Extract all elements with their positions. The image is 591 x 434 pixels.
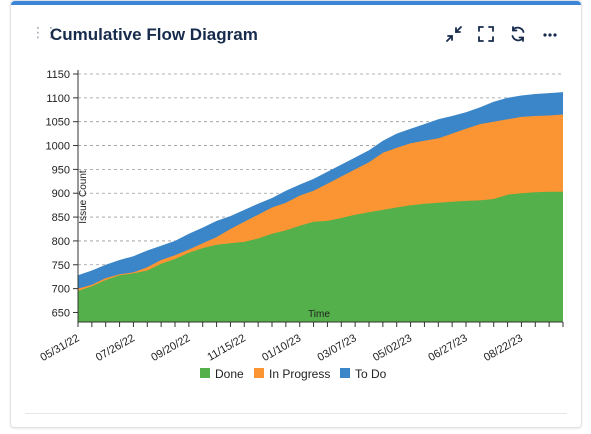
x-tick-label: 03/07/23: [316, 332, 359, 364]
legend-swatch: [200, 368, 210, 378]
minimize-icon[interactable]: [445, 25, 463, 43]
widget-accent-bar: [11, 1, 581, 5]
fullscreen-icon[interactable]: [477, 25, 495, 43]
y-tick-label: 1150: [46, 69, 70, 81]
y-tick-label: 650: [52, 307, 70, 319]
x-tick-label: 01/10/23: [260, 332, 303, 364]
widget-actions: [445, 25, 559, 43]
y-tick-label: 1000: [46, 141, 70, 153]
more-icon[interactable]: [541, 25, 559, 43]
x-axis-title: Time: [308, 309, 330, 320]
y-tick-label: 800: [52, 236, 70, 248]
x-tick-label: 08/22/23: [482, 332, 525, 364]
y-tick-label: 700: [52, 284, 70, 296]
legend-label: Done: [215, 367, 244, 381]
x-tick-label: 06/27/23: [426, 332, 469, 364]
y-tick-label: 1100: [46, 93, 70, 105]
drag-handle-icon[interactable]: ⋮⋮: [31, 25, 58, 41]
refresh-icon[interactable]: [509, 25, 527, 43]
area-done: [78, 191, 563, 322]
x-tick-label: 11/15/22: [205, 332, 247, 363]
legend-label: In Progress: [269, 367, 330, 381]
y-axis-title: Issue Count: [78, 170, 89, 224]
legend-swatch: [340, 368, 350, 378]
x-tick-label: 05/31/22: [38, 332, 81, 364]
x-tick-label: 09/20/22: [149, 332, 192, 364]
y-tick-label: 950: [52, 164, 70, 176]
x-tick-label: 07/26/22: [94, 332, 137, 364]
widget-footer-divider: [25, 413, 567, 414]
legend-swatch: [254, 368, 264, 378]
widget-title: Cumulative Flow Diagram: [50, 25, 258, 44]
x-tick-label: 05/02/23: [371, 332, 414, 364]
y-tick-label: 750: [52, 260, 70, 272]
legend-label: To Do: [355, 367, 387, 381]
y-tick-label: 900: [52, 188, 70, 200]
y-tick-label: 1050: [46, 117, 70, 129]
y-tick-label: 850: [52, 212, 70, 224]
